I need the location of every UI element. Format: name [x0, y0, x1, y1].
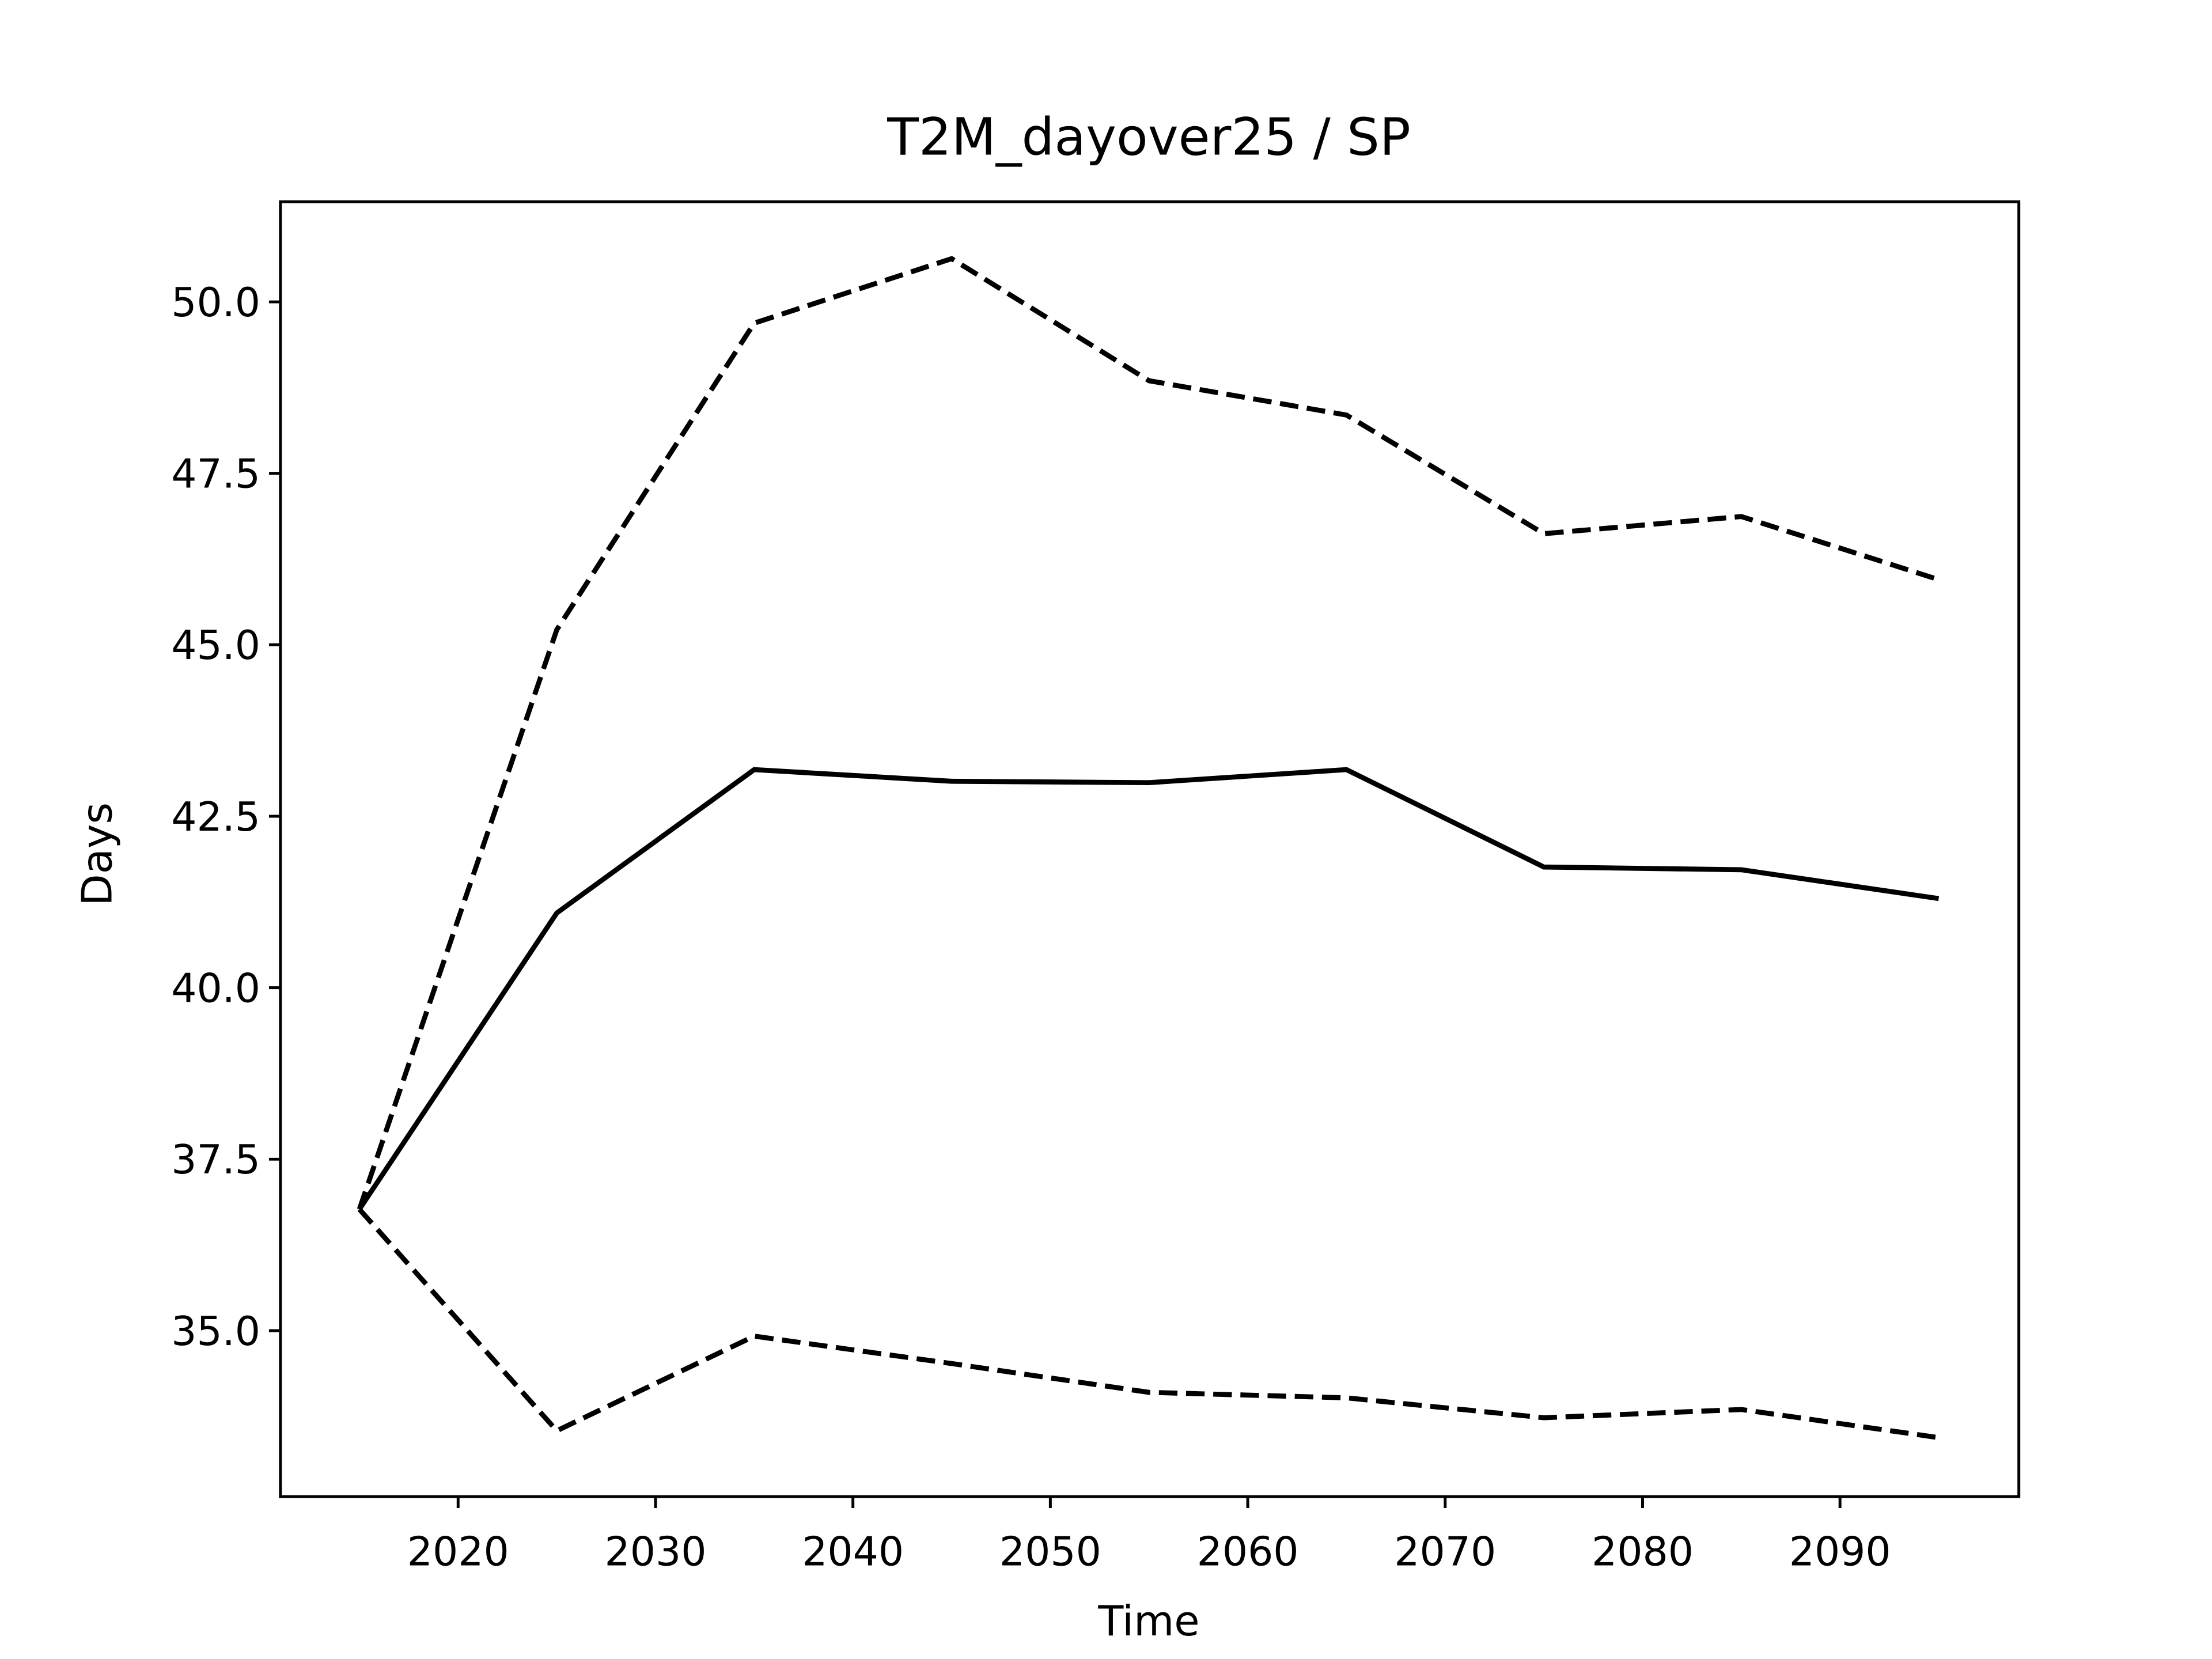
- x-tick-label: 2060: [1197, 1528, 1299, 1575]
- y-tick-label: 47.5: [171, 451, 260, 498]
- x-tick-label: 2070: [1394, 1528, 1496, 1575]
- x-tick-label: 2050: [999, 1528, 1101, 1575]
- x-tick-label: 2040: [802, 1528, 904, 1575]
- y-axis-label: Days: [73, 802, 122, 906]
- y-tick-label: 40.0: [171, 965, 260, 1012]
- series-line: [357, 256, 1940, 1210]
- series-line: [357, 767, 1940, 1211]
- y-tick-label: 35.0: [171, 1308, 260, 1355]
- plot-frame: [279, 200, 2021, 1498]
- y-tick-label: 45.0: [171, 622, 260, 669]
- x-tick-label: 2020: [407, 1528, 509, 1575]
- y-tick-label: 37.5: [171, 1137, 260, 1183]
- x-tick-label: 2030: [604, 1528, 706, 1575]
- x-tick-label: 2080: [1592, 1528, 1694, 1575]
- y-tick-label: 50.0: [171, 279, 260, 326]
- x-tick-label: 2090: [1789, 1528, 1891, 1575]
- series-line: [357, 1207, 1940, 1441]
- y-tick-label: 42.5: [171, 794, 260, 840]
- chart-title: T2M_dayover25 / SP: [887, 107, 1411, 167]
- x-axis-label: Time: [1097, 1597, 1199, 1645]
